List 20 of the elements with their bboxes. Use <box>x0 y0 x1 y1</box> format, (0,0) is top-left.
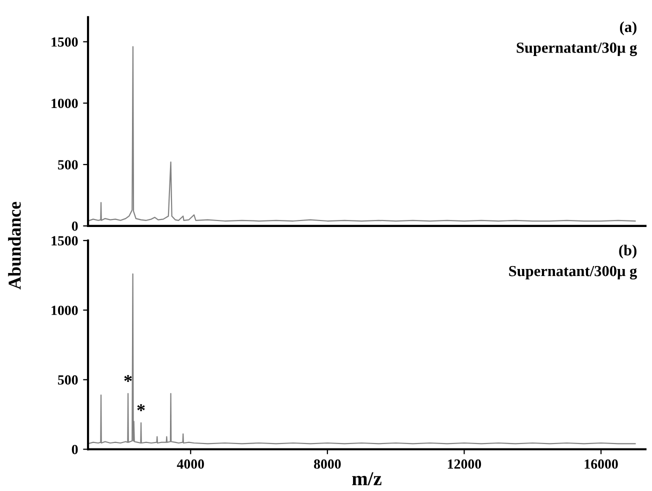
annotation: (b) <box>619 244 636 259</box>
annotation: Supernatant/30μ g <box>516 42 637 56</box>
x-tick-label: 8000 <box>314 459 341 469</box>
annotation: Supernatant/300μ g <box>509 266 637 280</box>
annotation: * <box>124 375 132 382</box>
annotation: * <box>137 404 145 412</box>
x-axis-title: m/z <box>352 472 382 486</box>
y-tick-label: 1500 <box>52 236 78 246</box>
y-tick-label: 0 <box>72 444 78 454</box>
x-tick-label: 12000 <box>448 459 482 469</box>
y-tick-label: 1000 <box>52 98 78 108</box>
x-tick-label: 16000 <box>584 459 618 469</box>
y-axis-title: Abundance <box>8 202 21 290</box>
y-tick-label: 1000 <box>52 306 78 316</box>
y-tick-label: 1500 <box>52 37 78 47</box>
y-tick-label: 0 <box>72 222 78 231</box>
annotation: (a) <box>620 21 636 36</box>
x-tick-label: 4000 <box>176 459 204 469</box>
y-tick-label: 500 <box>58 160 78 170</box>
y-tick-label: 500 <box>58 375 78 385</box>
